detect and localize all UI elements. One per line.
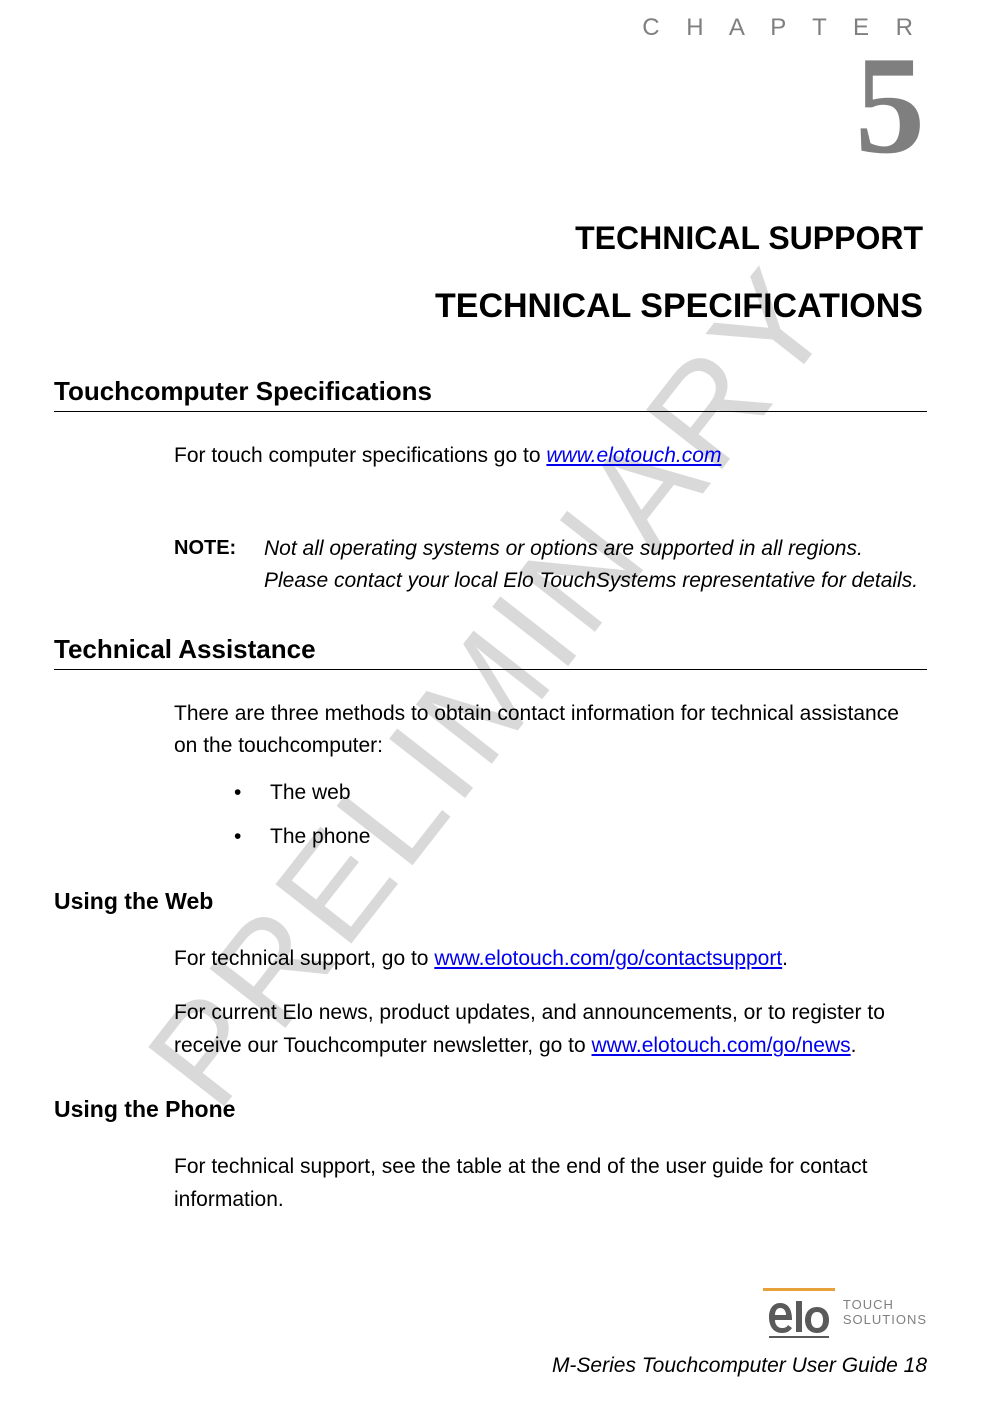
section-heading-assistance: Technical Assistance — [54, 634, 927, 670]
page-title-2: TECHNICAL SPECIFICATIONS — [54, 287, 923, 326]
elo-logo-mark — [763, 1288, 835, 1344]
assistance-bullet-list: • The web • The phone — [234, 777, 927, 854]
note-label: NOTE: — [174, 533, 264, 598]
section-heading-specifications: Touchcomputer Specifications — [54, 376, 927, 412]
news-link[interactable]: www.elotouch.com/go/news — [592, 1034, 851, 1057]
note-text: Not all operating systems or options are… — [264, 533, 927, 598]
list-item: • The web — [234, 777, 927, 810]
phone-para: For technical support, see the table at … — [174, 1151, 927, 1216]
bullet-icon: • — [234, 821, 270, 854]
page-footer: TOUCH SOLUTIONS M-Series Touchcomputer U… — [54, 1288, 927, 1378]
elo-logo-icon — [768, 1299, 830, 1341]
logo-sub1: TOUCH — [843, 1298, 927, 1313]
web-p2-suffix: . — [851, 1034, 857, 1057]
specs-paragraph: For touch computer specifications go to … — [174, 440, 927, 473]
note-block: NOTE: Not all operating systems or optio… — [174, 533, 927, 598]
web-p1-prefix: For technical support, go to — [174, 947, 434, 970]
subheading-phone: Using the Phone — [54, 1096, 927, 1123]
page-title-1: TECHNICAL SUPPORT — [54, 220, 923, 257]
specs-para-prefix: For touch computer specifications go to — [174, 444, 546, 467]
elotouch-link[interactable]: www.elotouch.com — [546, 444, 721, 467]
chapter-number: 5 — [54, 36, 925, 176]
bullet-text: The phone — [270, 821, 370, 854]
subheading-web: Using the Web — [54, 888, 927, 915]
logo-sub2: SOLUTIONS — [843, 1313, 927, 1328]
web-p1-suffix: . — [782, 947, 788, 970]
elo-logo: TOUCH SOLUTIONS — [763, 1288, 927, 1344]
contactsupport-link[interactable]: www.elotouch.com/go/contactsupport — [434, 947, 782, 970]
elo-logo-text: TOUCH SOLUTIONS — [843, 1288, 927, 1328]
web-para-1: For technical support, go to www.elotouc… — [174, 943, 927, 976]
bullet-text: The web — [270, 777, 351, 810]
assistance-intro: There are three methods to obtain contac… — [174, 698, 927, 763]
bullet-icon: • — [234, 777, 270, 810]
web-para-2: For current Elo news, product updates, a… — [174, 997, 927, 1062]
footer-page-line: M-Series Touchcomputer User Guide 18 — [552, 1354, 927, 1378]
list-item: • The phone — [234, 821, 927, 854]
